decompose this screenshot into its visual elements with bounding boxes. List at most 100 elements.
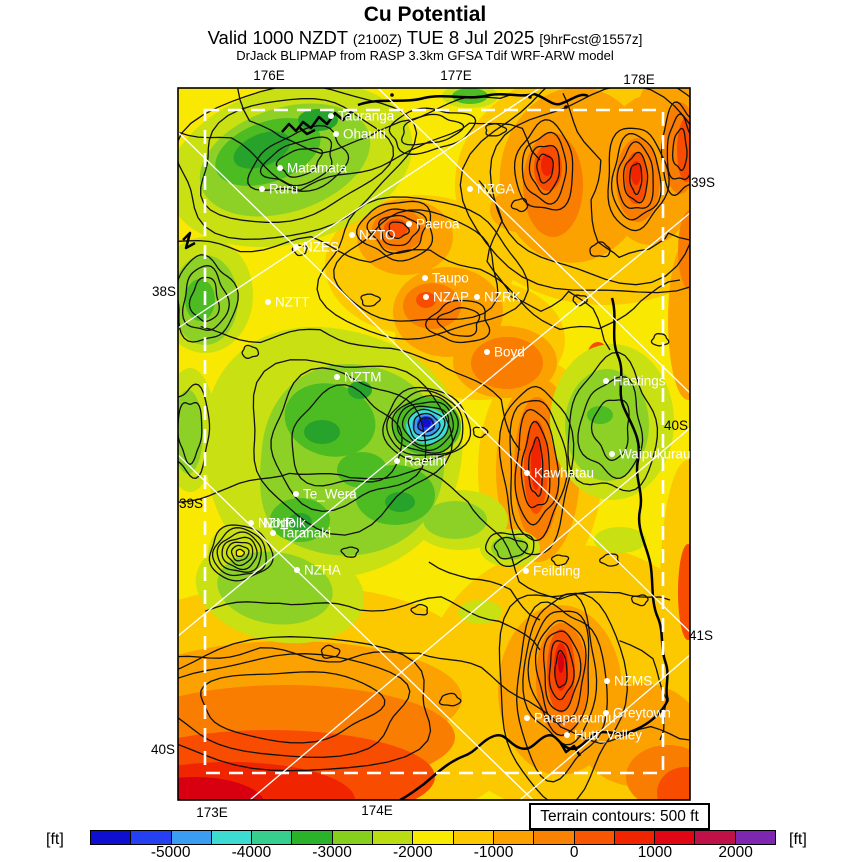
station-marker: NZTO [349,228,396,243]
station-label: Tauranga [338,109,395,124]
station-marker: Matamata [277,161,348,176]
station-marker: NZTM [334,370,382,385]
colorbar-tick-label: 0 [569,844,579,861]
station-label: Feilding [533,564,580,579]
station-marker: NZRK [474,290,521,305]
station-label: NZMS [614,674,652,689]
map-frame [177,87,691,801]
colorbar-segment [373,831,414,844]
station-marker: Greytown [603,706,671,721]
station-label: Hutt_Valley [574,728,642,743]
colorbar-segment [695,831,736,844]
latitude-label: 40S [151,742,175,757]
station-dot [523,568,529,574]
colorbar-segment [534,831,575,844]
colorbar-segment [211,831,253,844]
title-block: Cu Potential Valid 1000 NZDT (2100Z) TUE… [0,3,850,64]
station-dot [467,186,473,192]
station-dot [524,470,530,476]
longitude-label: 178E [623,72,655,87]
station-dot [603,710,609,716]
latlon-labels-layer: 176E 177E 178E 173E 174E 38S 39S 40S 39S 40S 41S [151,68,715,820]
station-dot [524,715,530,721]
station-dot [259,186,265,192]
station-dot [406,221,412,227]
colorbar-unit-left: [ft] [46,831,64,848]
valid-time-line: Valid 1000 NZDT (2100Z) TUE 8 Jul 2025 [… [0,27,850,48]
station-marker: Ohauiti [333,127,386,142]
station-dot [334,374,340,380]
station-dot [333,131,339,137]
station-label: NZES [303,240,339,255]
station-dot [604,678,610,684]
station-dot [394,458,400,464]
station-marker: Paraparaumu [524,711,616,726]
station-dot [293,244,299,250]
station-marker: Raetihi [394,454,446,469]
station-marker: Feilding [523,564,580,579]
station-label: NZAP [433,290,469,305]
terrain-fill-layer [178,88,690,800]
station-label: Matamata [287,161,348,176]
station-marker: NZHA [294,563,341,578]
colorbar-segment [91,831,132,844]
colorbar-segment [614,831,656,844]
terrain-contours-note: Terrain contours: 500 ft [529,803,710,830]
colorbar-segment [171,831,212,844]
colorbar-segment [493,831,535,844]
station-label: Ruru [269,182,298,197]
station-label: Taupo [432,271,469,286]
station-marker: Kawhatau [524,466,594,481]
colorbar-tick-label: -4000 [231,844,272,861]
station-dot [564,732,570,738]
colorbar-tick-label: 1000 [637,844,673,861]
longitude-label: 177E [440,68,472,83]
colorbar-segment [252,831,293,844]
forecast-note: [9hrFcst@1557z] [539,32,643,48]
station-marker: Paeroa [406,217,460,232]
station-dot [293,491,299,497]
station-dot [423,294,429,300]
station-marker: Ruru [259,182,298,197]
station-dot [248,520,254,526]
colorbar-tick-label: 2000 [718,844,753,861]
colorbar-segment [735,831,776,844]
colorbar-tick-label: -3000 [312,844,352,861]
station-label: NZTT [275,295,310,310]
station-label: Paraparaumu [534,711,616,726]
station-label: NZRK [484,290,521,305]
station-marker: Hutt_Valley [564,728,642,743]
station-label: Ohauiti [343,127,386,142]
station-label: Raetihi [404,454,446,469]
station-dot [349,232,355,238]
model-domain-boundary [203,108,665,775]
latitude-label: 39S [179,496,203,511]
colorbar-segment [332,831,374,844]
station-label: NZTO [359,228,396,243]
station-label: NZTM [344,370,382,385]
colorbar-segment [131,831,172,844]
colorbar-segment [413,831,454,844]
colorbar-segment [292,831,333,844]
latitude-label: 40S [664,418,688,433]
colorbar-segment [574,831,615,844]
station-dot [474,294,480,300]
colorbar-segment [655,831,696,844]
station-marker: NZNP [248,516,295,531]
station-label: NZHA [304,563,341,578]
station-marker: NZAP [423,290,469,305]
station-marker: NZMS [604,674,652,689]
station-dot [270,530,276,536]
colorbar-unit-right: [ft] [789,831,807,848]
latitude-label: 41S [689,628,713,643]
station-marker: Hastings [603,374,666,389]
colorbar-tick-label: -5000 [150,844,191,861]
station-marker: Tauranga [328,109,395,124]
station-label: NZNP [258,516,295,531]
graticule-layer [178,88,690,800]
page-title: Cu Potential [363,3,487,26]
station-marker: Boyd [484,345,525,360]
station-label: Boyd [494,345,525,360]
station-dot [603,378,609,384]
